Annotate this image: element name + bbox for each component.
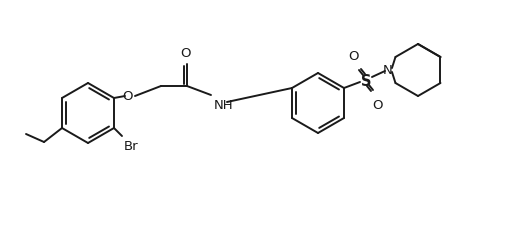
Text: O: O (348, 50, 359, 63)
Text: Br: Br (124, 139, 139, 152)
Text: O: O (181, 47, 191, 60)
Text: NH: NH (214, 99, 233, 112)
Text: O: O (373, 99, 383, 112)
Text: S: S (361, 73, 371, 88)
Text: N: N (383, 64, 393, 77)
Text: O: O (122, 90, 133, 103)
